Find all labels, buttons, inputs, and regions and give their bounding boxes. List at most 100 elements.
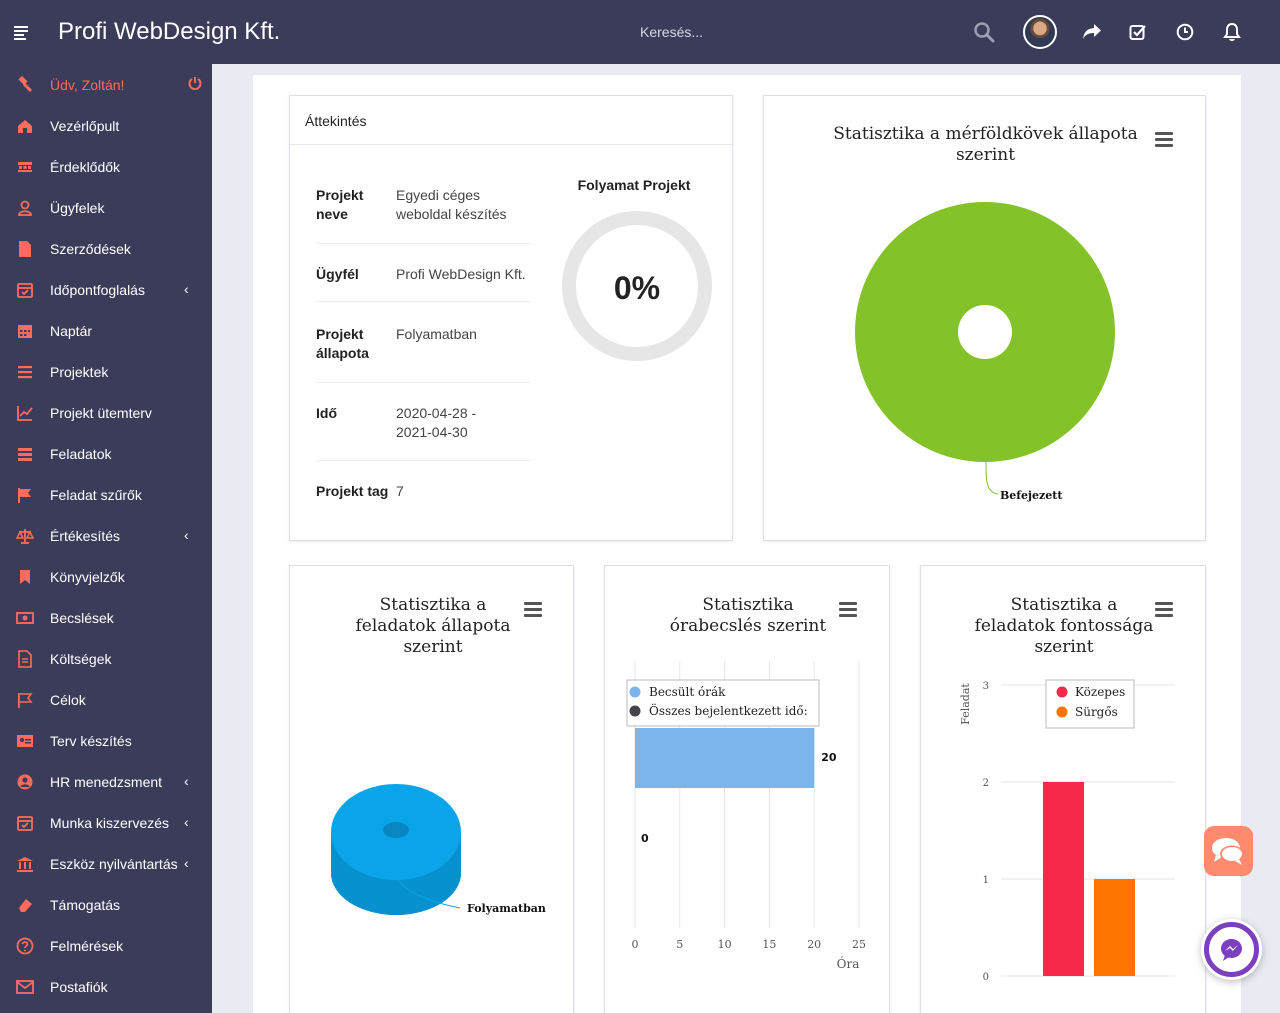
overview-value: 2020-04-28 - 2021-04-30 [396,405,477,440]
sidebar-item-label: Felmérések [50,938,124,954]
y-tick-label: 3 [983,681,989,692]
sidebar-item-celok[interactable]: Célok [0,680,212,720]
search-input[interactable] [640,24,920,40]
sidebar-item-label: Naptár [50,323,93,339]
eraser-icon [16,896,34,914]
sidebar-item-feladat-szurok[interactable]: Feladat szűrők [0,475,212,515]
chat-bubbles-icon [1212,838,1244,865]
chevron-left-icon[interactable]: ‹ [184,281,189,297]
sidebar-item-ugyfelek[interactable]: Ügyfelek [0,188,212,228]
menu-toggle-icon[interactable] [14,26,28,42]
tasks-icon [16,445,34,463]
chevron-left-icon[interactable]: ‹ [184,527,189,543]
bar [1094,879,1135,976]
user-avatar[interactable] [1023,15,1057,49]
chat-button[interactable] [1204,826,1253,876]
sidebar-item-label: Feladatok [50,446,112,462]
legend-label: Közepes [1075,685,1125,699]
sidebar-item-label: Becslések [50,610,114,626]
chart-menu-icon[interactable] [524,602,542,620]
bar-data-label: 20 [821,751,837,764]
brand-title[interactable]: Profi WebDesign Kft. [58,18,281,45]
power-icon[interactable] [188,76,202,93]
sidebar-item-konyvjelzok[interactable]: Könyvjelzők [0,557,212,597]
sidebar-item-label: Projekt ütemterv [50,405,152,421]
x-axis-label: Óra [837,955,860,971]
calendar-check-icon [16,281,34,299]
legend-label: Összes bejelentkezett idő: [649,702,808,718]
chart-menu-icon[interactable] [1155,602,1173,620]
sidebar-greeting[interactable]: Üdv, Zoltán! [0,65,212,105]
sidebar-item-hr-menedzsment[interactable]: HR menedzsment ‹ [0,762,212,802]
y-tick-label: 0 [983,972,989,983]
legend-box [626,679,820,727]
bar [635,728,815,788]
check-square-icon[interactable] [1126,20,1150,44]
sidebar-item-felmeresek[interactable]: Felmérések [0,926,212,966]
sidebar-item-vezerlopult[interactable]: Vezérlőpult [0,106,212,146]
progress-ring [562,211,712,361]
file-text-icon [16,650,34,668]
overview-key: Projekt állapota [316,326,369,361]
sidebar-item-projekt-utemterv[interactable]: Projekt ütemterv [0,393,212,433]
id-card-icon [16,732,34,750]
y-axis-label: Feladat [959,683,972,725]
overview-value: 7 [396,483,404,499]
y-tick-label: 2 [983,778,989,789]
search-icon[interactable] [972,20,996,44]
sidebar-item-becslesek[interactable]: Becslések [0,598,212,638]
user-icon [16,199,34,217]
chart-title: Statisztika a mérföldkövek állapota szer… [833,124,1138,165]
chart-menu-icon[interactable] [1155,132,1173,150]
chart-menu-icon[interactable] [839,602,857,620]
chart-title: Statisztika a feladatok fontossága szeri… [974,595,1154,657]
hours-bar-chart: 0 5 10 15 20 25 Óra 20 0 Becsült órák Összes bejel… [626,661,866,971]
sidebar-item-naptar[interactable]: Naptár [0,311,212,351]
chevron-left-icon[interactable]: ‹ [184,814,189,830]
x-tick-label: 10 [718,938,732,951]
sidebar-item-ertekesites[interactable]: Értékesítés ‹ [0,516,212,556]
sidebar-item-postafiok[interactable]: Postafiók [0,967,212,1007]
bookmark-icon [16,568,34,586]
pie-center-hole [383,822,409,838]
sidebar-item-projektek[interactable]: Projektek [0,352,212,392]
task-status-pie-chart: Folyamatban [331,784,546,915]
pie-data-label: Folyamatban [467,902,546,915]
legend-label: Sürgős [1075,705,1118,719]
flag-outline-icon [16,691,34,709]
sidebar-item-eszkoz-nyilvantartas[interactable]: Eszköz nyilvántartás ‹ [0,844,212,884]
sidebar-item-erdeklodok[interactable]: Érdeklődők [0,147,212,187]
sidebar-item-label: Támogatás [50,897,121,913]
user-circle-icon [16,773,34,791]
calendar-icon [16,322,34,340]
sidebar-item-label: Szerződések [50,241,131,257]
sidebar-greeting-label: Üdv, Zoltán! [50,77,125,93]
progress-title: Folyamat Projekt [577,177,691,193]
chevron-left-icon[interactable]: ‹ [184,855,189,871]
chevron-left-icon[interactable]: ‹ [184,773,189,789]
sidebar-item-feladatok[interactable]: Feladatok [0,434,212,474]
legend-marker [1056,706,1068,718]
bank-icon [16,855,34,873]
sidebar-item-idopontfoglalas[interactable]: Időpontfoglalás ‹ [0,270,212,310]
clock-icon[interactable] [1173,20,1197,44]
overview-key: Projekt tag [316,483,389,499]
milestone-pie-chart: Befejezett [855,202,1115,502]
sidebar-item-koltsegek[interactable]: Költségek [0,639,212,679]
overview-key: Projekt neve [316,187,364,222]
sidebar-item-terv-keszites[interactable]: Terv készítés [0,721,212,761]
sidebar-item-tamogatas[interactable]: Támogatás [0,885,212,925]
sidebar-item-munka-kiszervezes[interactable]: Munka kiszervezés ‹ [0,803,212,843]
chart-line-icon [16,404,34,422]
messenger-button[interactable] [1201,919,1262,980]
pie-center-hole [958,305,1012,359]
file-icon [16,240,34,258]
gavel-icon [16,75,34,94]
bell-icon[interactable] [1220,20,1244,44]
share-icon[interactable] [1080,20,1104,44]
sidebar-item-label: Munka kiszervezés [50,815,170,831]
sidebar-item-label: Ügyfelek [50,200,105,216]
overview-key: Idő [316,405,337,421]
sidebar-item-szerzodesek[interactable]: Szerződések [0,229,212,269]
sidebar-item-label: Postafiók [50,979,108,995]
